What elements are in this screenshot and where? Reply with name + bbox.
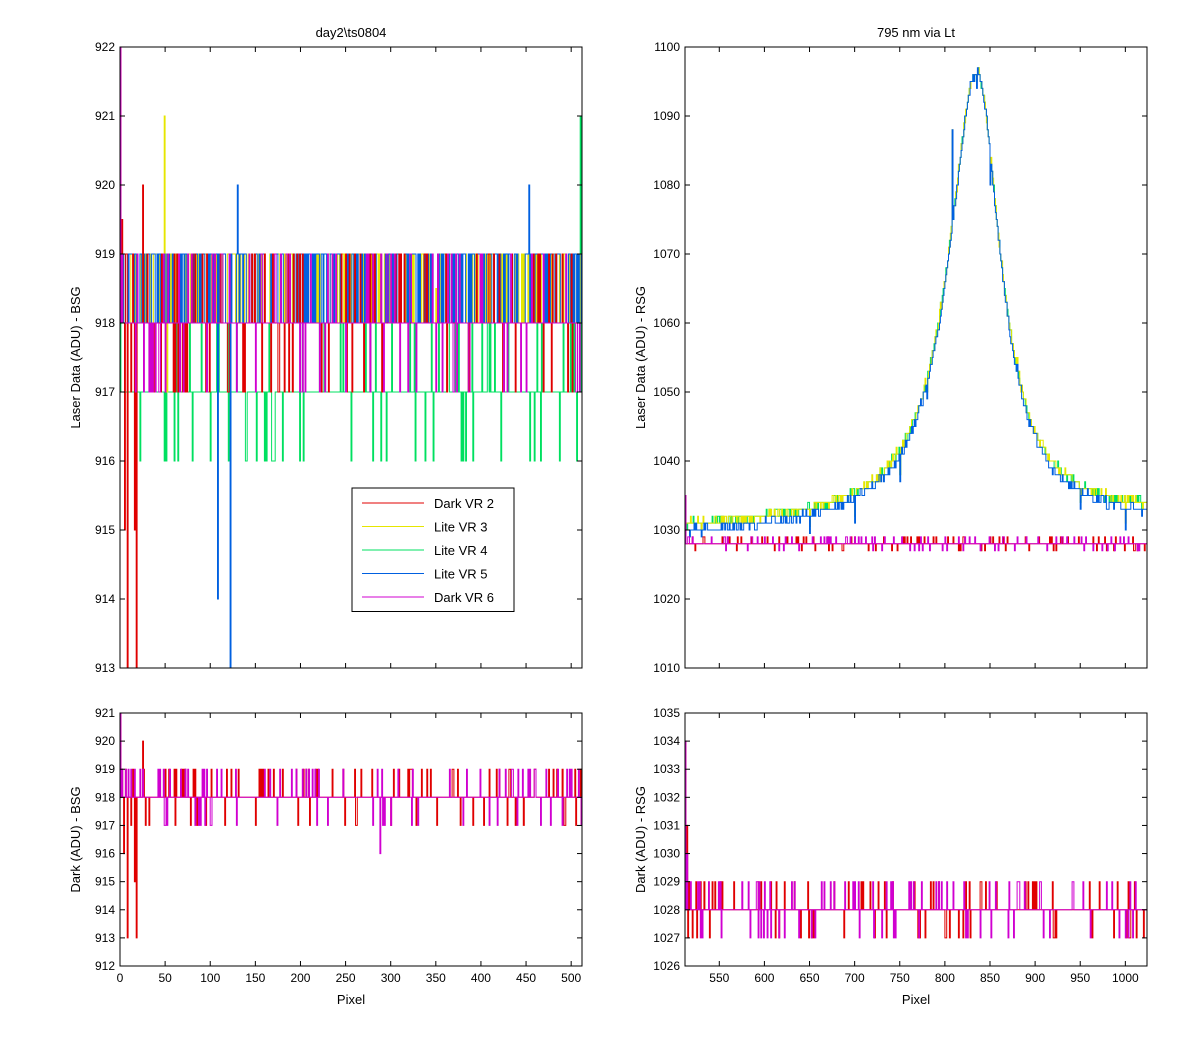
series-group: [120, 713, 582, 939]
y-tick-label: 914: [95, 903, 115, 917]
y-tick-label: 913: [95, 661, 115, 675]
y-tick-label: 918: [95, 316, 115, 330]
series-group: [685, 740, 1147, 939]
y-tick-label: 1020: [653, 592, 680, 606]
y-tick-label: 1031: [653, 818, 680, 832]
x-tick-label: 900: [1025, 971, 1045, 985]
x-tick-label: 1000: [1112, 971, 1139, 985]
y-axis-label: Laser Data (ADU) - RSG: [633, 286, 648, 429]
legend-label-lite-vr-3: Lite VR 3: [434, 520, 487, 535]
x-tick-label: 100: [200, 971, 220, 985]
plot-area: [120, 713, 582, 966]
x-tick-label: 0: [117, 971, 124, 985]
y-tick-label: 1027: [653, 931, 680, 945]
x-tick-label: 50: [158, 971, 172, 985]
y-tick-label: 922: [95, 40, 115, 54]
chart-top-right: 1010 1020 1030 1040 1050 1060 1070 1080 1090 1100…: [633, 25, 1148, 675]
y-tick-label: 917: [95, 818, 115, 832]
y-tick-label: 916: [95, 454, 115, 468]
y-tick-label: 919: [95, 247, 115, 261]
y-tick-label: 920: [95, 178, 115, 192]
y-tick-label: 921: [95, 706, 115, 720]
plot-frame: [684, 46, 1148, 669]
y-tick-label: 915: [95, 523, 115, 537]
y-tick-label: 1029: [653, 875, 680, 889]
x-tick-label: 150: [245, 971, 265, 985]
x-tick-label: 750: [890, 971, 910, 985]
series-group: [120, 47, 582, 668]
y-tick-label: 919: [95, 762, 115, 776]
y-tick-label: 1010: [653, 661, 680, 675]
x-axis-label: Pixel: [902, 992, 930, 1007]
plot-area: [685, 47, 1147, 668]
y-tick-label: 1040: [653, 454, 680, 468]
plot-frame: [119, 46, 583, 669]
y-tick-label: 916: [95, 847, 115, 861]
x-tick-label: 650: [800, 971, 820, 985]
series-line-dark-vr-6: [685, 740, 1147, 939]
x-tick-label: 350: [426, 971, 446, 985]
y-tick-label: 1030: [653, 523, 680, 537]
y-axis-label: Dark (ADU) - RSG: [633, 786, 648, 893]
plot-frame: [684, 712, 1148, 967]
y-tick-label: 1060: [653, 316, 680, 330]
y-tick-label: 1090: [653, 109, 680, 123]
x-tick-label: 850: [980, 971, 1000, 985]
y-axis-label: Dark (ADU) - BSG: [68, 786, 83, 892]
series-line-dark-vr-6: [685, 495, 1147, 552]
y-axis-label: Laser Data (ADU) - BSG: [68, 286, 83, 428]
x-tick-label: 550: [709, 971, 729, 985]
series-line-dark-vr-6: [120, 713, 582, 855]
y-tick-label: 1032: [653, 790, 680, 804]
y-tick-label: 1100: [654, 40, 680, 54]
y-tick-label: 913: [95, 931, 115, 945]
series-line-lite-vr-5: [685, 67, 1147, 538]
y-tick-label: 917: [95, 385, 115, 399]
y-tick-label: 918: [95, 790, 115, 804]
y-tick-label: 1050: [653, 385, 680, 399]
chart-bottom-right: 550 600 650 700 750 800 850 900 950 1000 1026 1027 1…: [633, 706, 1148, 1007]
chart-title: day2\ts0804: [316, 25, 387, 40]
y-tick-label: 1026: [653, 959, 680, 973]
x-tick-label: 950: [1070, 971, 1090, 985]
y-tick-label: 921: [95, 109, 115, 123]
y-tick-label: 1035: [653, 706, 680, 720]
series-group: [685, 67, 1147, 552]
y-tick-label: 1030: [653, 847, 680, 861]
legend: Dark VR 2 Lite VR 3 Lite VR 4 Lite VR 5 Dark…: [351, 487, 515, 612]
x-tick-label: 400: [471, 971, 491, 985]
chart-bottom-left: 0 50 100 150 200 250 300 350 400 450 500 912 913 914 9…: [68, 706, 583, 1007]
legend-label-dark-vr-2: Dark VR 2: [434, 496, 494, 511]
y-tick-label: 1080: [653, 178, 680, 192]
x-tick-label: 800: [935, 971, 955, 985]
x-tick-label: 500: [561, 971, 581, 985]
x-tick-label: 250: [336, 971, 356, 985]
y-tick-label: 1034: [653, 734, 680, 748]
y-tick-label: 1033: [653, 762, 680, 776]
x-tick-label: 700: [845, 971, 865, 985]
series-line-lite-vr-4: [120, 115, 582, 462]
chart-title: 795 nm via Lt: [877, 25, 955, 40]
plot-frame: [119, 712, 583, 967]
x-tick-label: 600: [754, 971, 774, 985]
y-tick-label: 914: [95, 592, 115, 606]
y-tick-label: 920: [95, 734, 115, 748]
y-tick-label: 1028: [653, 903, 680, 917]
x-tick-label: 300: [381, 971, 401, 985]
x-tick-label: 200: [290, 971, 310, 985]
plot-area: [685, 713, 1147, 966]
chart-top-left: 913 914 915 916 917 918 919 920 921 922 day2\ts080…: [68, 25, 583, 675]
legend-label-lite-vr-5: Lite VR 5: [434, 567, 487, 582]
y-tick-label: 912: [95, 959, 115, 973]
x-tick-label: 450: [516, 971, 536, 985]
legend-label-dark-vr-6: Dark VR 6: [434, 590, 494, 605]
x-axis-label: Pixel: [337, 992, 365, 1007]
y-tick-label: 1070: [653, 247, 680, 261]
legend-label-lite-vr-4: Lite VR 4: [434, 543, 487, 558]
y-tick-label: 915: [95, 875, 115, 889]
series-line-dark-vr-6: [120, 47, 582, 393]
